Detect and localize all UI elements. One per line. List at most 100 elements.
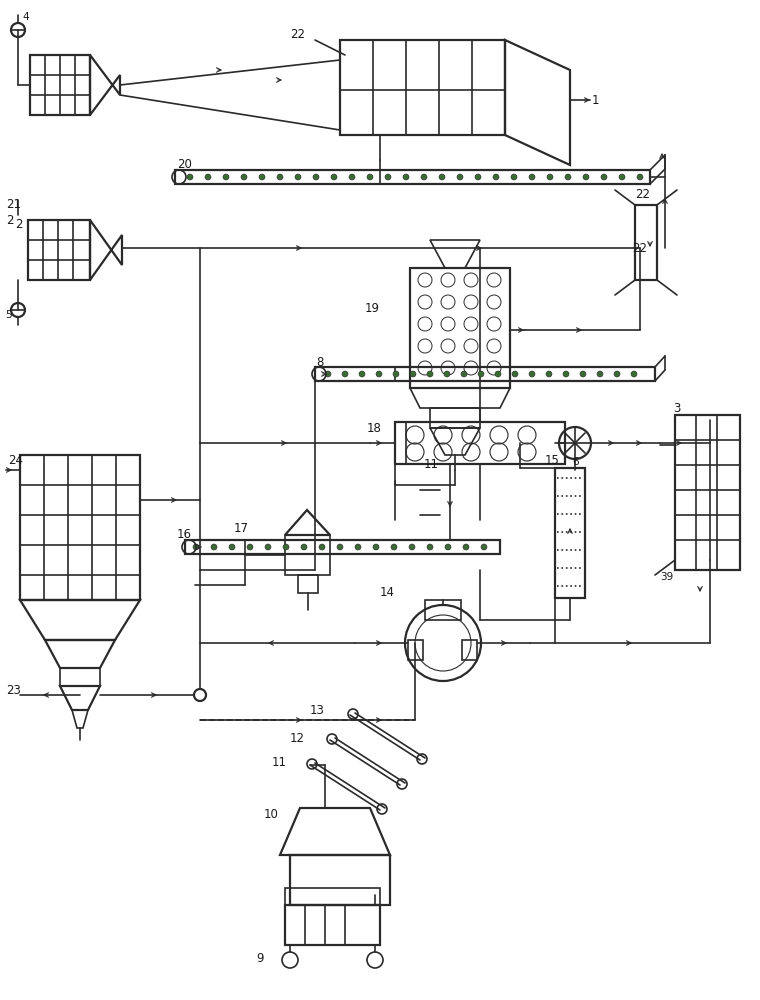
Bar [290, 855, 390, 905]
Text: 8: 8 [316, 356, 323, 368]
Text: 19: 19 [365, 302, 380, 314]
Circle shape [478, 371, 484, 377]
Bar [425, 600, 461, 620]
Circle shape [614, 371, 620, 377]
Circle shape [439, 174, 445, 180]
Circle shape [313, 174, 319, 180]
Text: 10: 10 [264, 808, 279, 822]
Bar [635, 205, 657, 280]
Text: 5: 5 [5, 310, 11, 320]
Circle shape [495, 371, 501, 377]
Circle shape [373, 544, 379, 550]
Bar [675, 415, 740, 570]
Text: 17: 17 [234, 522, 249, 534]
Bar [28, 220, 90, 280]
Circle shape [259, 174, 265, 180]
Circle shape [325, 371, 331, 377]
Bar [315, 367, 655, 381]
Circle shape [565, 174, 571, 180]
Circle shape [511, 174, 517, 180]
Text: 21: 21 [6, 198, 21, 212]
Text: 2: 2 [15, 219, 23, 232]
Circle shape [359, 371, 365, 377]
Text: 16: 16 [177, 528, 192, 542]
Circle shape [283, 544, 289, 550]
Circle shape [457, 174, 463, 180]
Text: 39: 39 [660, 572, 673, 582]
Circle shape [205, 174, 211, 180]
Circle shape [493, 174, 499, 180]
Circle shape [295, 174, 301, 180]
Text: 3: 3 [673, 401, 680, 414]
Circle shape [342, 371, 348, 377]
Circle shape [631, 371, 637, 377]
Circle shape [223, 174, 229, 180]
Bar [340, 40, 505, 135]
Circle shape [376, 371, 382, 377]
Circle shape [445, 544, 451, 550]
Circle shape [187, 174, 193, 180]
Circle shape [277, 174, 283, 180]
Circle shape [393, 371, 399, 377]
Circle shape [463, 544, 469, 550]
Circle shape [529, 174, 535, 180]
Circle shape [409, 544, 415, 550]
Circle shape [331, 174, 337, 180]
Circle shape [583, 174, 589, 180]
Text: 13: 13 [310, 704, 325, 716]
Circle shape [461, 371, 467, 377]
Bar [408, 640, 423, 660]
Circle shape [637, 174, 643, 180]
Circle shape [403, 174, 409, 180]
Circle shape [427, 544, 433, 550]
Circle shape [580, 371, 586, 377]
Bar [285, 888, 380, 905]
Text: 2: 2 [6, 214, 14, 227]
Text: 12: 12 [290, 732, 305, 744]
Circle shape [619, 174, 625, 180]
Text: 1: 1 [592, 94, 600, 106]
Text: 22: 22 [632, 241, 647, 254]
Bar [555, 468, 585, 598]
Circle shape [444, 371, 450, 377]
Text: 4: 4 [22, 12, 29, 22]
Text: 18: 18 [367, 422, 382, 434]
Text: 24: 24 [8, 454, 23, 466]
Bar [175, 170, 650, 184]
Text: 11: 11 [424, 458, 439, 472]
Text: 11: 11 [272, 756, 287, 768]
Circle shape [301, 544, 307, 550]
Circle shape [355, 544, 361, 550]
Circle shape [385, 174, 391, 180]
Circle shape [546, 371, 552, 377]
Text: 6: 6 [572, 457, 578, 467]
Text: 9: 9 [256, 952, 264, 964]
Circle shape [349, 174, 355, 180]
Text: 20: 20 [177, 158, 192, 172]
Bar [298, 575, 318, 593]
Circle shape [241, 174, 247, 180]
Circle shape [211, 544, 217, 550]
Circle shape [421, 174, 427, 180]
Bar [30, 55, 90, 115]
Circle shape [563, 371, 569, 377]
Text: 14: 14 [380, 585, 395, 598]
Bar [60, 668, 100, 686]
Bar [430, 408, 480, 428]
Circle shape [319, 544, 325, 550]
Bar [20, 455, 140, 600]
Circle shape [475, 174, 481, 180]
Circle shape [391, 544, 397, 550]
Circle shape [547, 174, 553, 180]
Circle shape [193, 544, 199, 550]
Bar [395, 422, 565, 464]
Bar [462, 640, 477, 660]
Circle shape [512, 371, 518, 377]
Circle shape [481, 544, 487, 550]
Text: 22: 22 [635, 188, 650, 202]
Bar [285, 905, 380, 945]
Circle shape [427, 371, 433, 377]
Circle shape [337, 544, 343, 550]
Text: 15: 15 [545, 454, 560, 466]
Circle shape [410, 371, 416, 377]
